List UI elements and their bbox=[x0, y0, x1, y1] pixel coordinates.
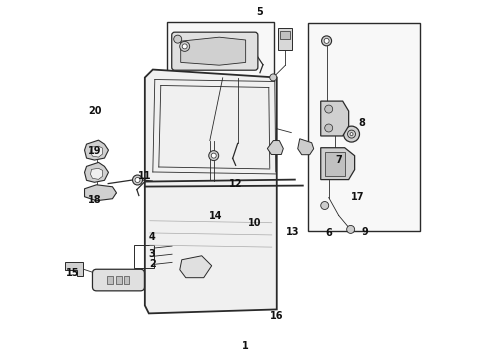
Circle shape bbox=[321, 36, 332, 46]
Polygon shape bbox=[85, 140, 108, 160]
Circle shape bbox=[346, 225, 355, 233]
Bar bbox=[167, 22, 274, 78]
Circle shape bbox=[325, 124, 333, 132]
Circle shape bbox=[350, 132, 353, 136]
Text: 14: 14 bbox=[209, 211, 222, 221]
Text: 19: 19 bbox=[88, 145, 101, 156]
Text: 12: 12 bbox=[228, 179, 242, 189]
Bar bbox=[107, 276, 113, 284]
Polygon shape bbox=[268, 140, 283, 154]
Circle shape bbox=[324, 39, 329, 43]
Polygon shape bbox=[91, 146, 102, 157]
Polygon shape bbox=[181, 37, 245, 65]
Circle shape bbox=[135, 177, 140, 183]
Polygon shape bbox=[65, 262, 83, 276]
Text: 15: 15 bbox=[66, 268, 80, 278]
Bar bbox=[134, 244, 154, 268]
Circle shape bbox=[174, 35, 182, 43]
Circle shape bbox=[270, 74, 277, 81]
Polygon shape bbox=[321, 101, 349, 136]
Circle shape bbox=[321, 202, 329, 210]
Polygon shape bbox=[85, 185, 117, 201]
Polygon shape bbox=[321, 148, 355, 180]
Text: 17: 17 bbox=[351, 192, 364, 202]
Text: 13: 13 bbox=[286, 227, 299, 237]
Text: 9: 9 bbox=[361, 227, 368, 237]
Text: 20: 20 bbox=[88, 106, 101, 116]
Text: 6: 6 bbox=[326, 228, 332, 238]
Circle shape bbox=[209, 150, 219, 161]
Bar bbox=[280, 31, 290, 39]
Circle shape bbox=[325, 105, 333, 113]
Text: 16: 16 bbox=[270, 311, 284, 320]
Text: 1: 1 bbox=[242, 341, 248, 351]
Text: 8: 8 bbox=[359, 118, 366, 128]
Polygon shape bbox=[180, 256, 212, 278]
Polygon shape bbox=[91, 168, 102, 179]
FancyBboxPatch shape bbox=[172, 32, 258, 70]
Circle shape bbox=[211, 153, 216, 158]
Circle shape bbox=[180, 41, 190, 51]
Text: 5: 5 bbox=[256, 7, 263, 17]
Circle shape bbox=[132, 175, 143, 185]
Text: 3: 3 bbox=[149, 248, 155, 258]
Bar bbox=[124, 276, 129, 284]
Text: 10: 10 bbox=[248, 218, 262, 228]
Text: 4: 4 bbox=[149, 232, 155, 242]
Polygon shape bbox=[145, 69, 277, 314]
Bar bbox=[308, 23, 420, 231]
Bar bbox=[325, 152, 344, 176]
Bar bbox=[116, 276, 122, 284]
Bar bbox=[278, 28, 292, 50]
Polygon shape bbox=[298, 139, 314, 155]
Text: 11: 11 bbox=[138, 171, 151, 181]
FancyBboxPatch shape bbox=[93, 269, 145, 291]
Circle shape bbox=[182, 44, 187, 49]
Circle shape bbox=[343, 126, 360, 142]
Text: 7: 7 bbox=[336, 155, 342, 165]
Text: 18: 18 bbox=[88, 195, 101, 205]
Text: 2: 2 bbox=[149, 259, 155, 269]
Polygon shape bbox=[85, 162, 108, 182]
Circle shape bbox=[347, 130, 356, 138]
